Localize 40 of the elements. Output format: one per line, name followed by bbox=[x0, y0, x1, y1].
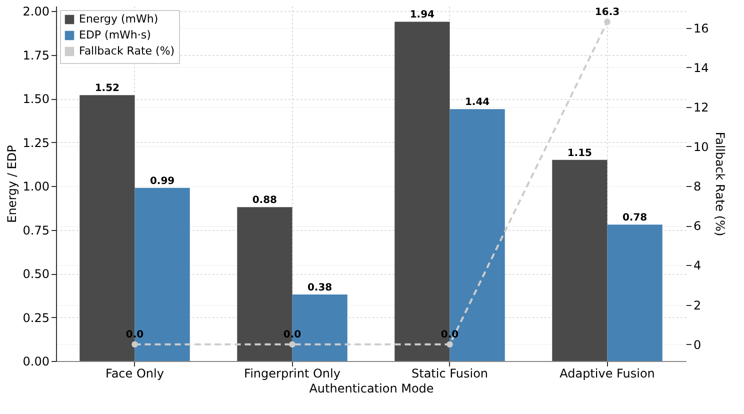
y2-tick-label: 14 bbox=[694, 60, 709, 75]
y-tick-label: 1.00 bbox=[22, 180, 50, 194]
legend-label: EDP (mWh·s) bbox=[79, 28, 151, 42]
y-tick-label: 0.75 bbox=[22, 223, 50, 238]
data-label: 0.38 bbox=[307, 282, 332, 294]
y2-tick-label: 10 bbox=[694, 140, 709, 154]
data-label: 16.3 bbox=[594, 6, 620, 18]
legend-label: Energy (mWh) bbox=[79, 12, 158, 26]
bar bbox=[607, 224, 662, 361]
x-tick-label: Static Fusion bbox=[411, 366, 488, 380]
data-label: 1.15 bbox=[567, 148, 592, 159]
x-tick-label: Face Only bbox=[106, 366, 164, 380]
bar bbox=[552, 160, 608, 361]
data-label: 0.88 bbox=[252, 195, 278, 206]
y-tick-label: 1.75 bbox=[22, 48, 50, 62]
y2-tick-label: 16 bbox=[694, 21, 709, 36]
y-tick-label: 1.50 bbox=[22, 92, 50, 106]
y2-axis-title: Fallback Rate (%) bbox=[712, 132, 727, 236]
legend-label: Fallback Rate (%) bbox=[79, 44, 175, 58]
y2-tick-label: 4 bbox=[694, 258, 702, 273]
data-label: 1.52 bbox=[94, 83, 120, 94]
x-tick-label: Adaptive Fusion bbox=[560, 366, 655, 380]
y2-tick-label: 8 bbox=[694, 180, 702, 194]
data-label: 0.99 bbox=[150, 176, 175, 187]
y-tick-label: 0.50 bbox=[22, 267, 50, 282]
y2-tick-label: 2 bbox=[694, 298, 702, 312]
data-label: 0.78 bbox=[622, 212, 648, 224]
data-label: 1.44 bbox=[464, 97, 490, 108]
y-tick-label: 0.00 bbox=[22, 354, 50, 368]
x-axis-title: Authentication Mode bbox=[309, 382, 434, 396]
data-label: 0.0 bbox=[440, 329, 459, 340]
x-tick-label: Fingerprint Only bbox=[244, 366, 340, 380]
y-tick-label: 2.00 bbox=[22, 4, 50, 19]
y2-tick-label: 0 bbox=[694, 338, 702, 352]
y-tick-label: 0.25 bbox=[22, 310, 50, 325]
y-axis-title: Energy / EDP bbox=[4, 145, 19, 223]
data-label: 1.94 bbox=[410, 10, 435, 21]
y2-tick-label: 6 bbox=[694, 219, 702, 234]
y2-tick-label: 12 bbox=[694, 100, 709, 114]
y-tick-label: 1.25 bbox=[22, 136, 50, 150]
